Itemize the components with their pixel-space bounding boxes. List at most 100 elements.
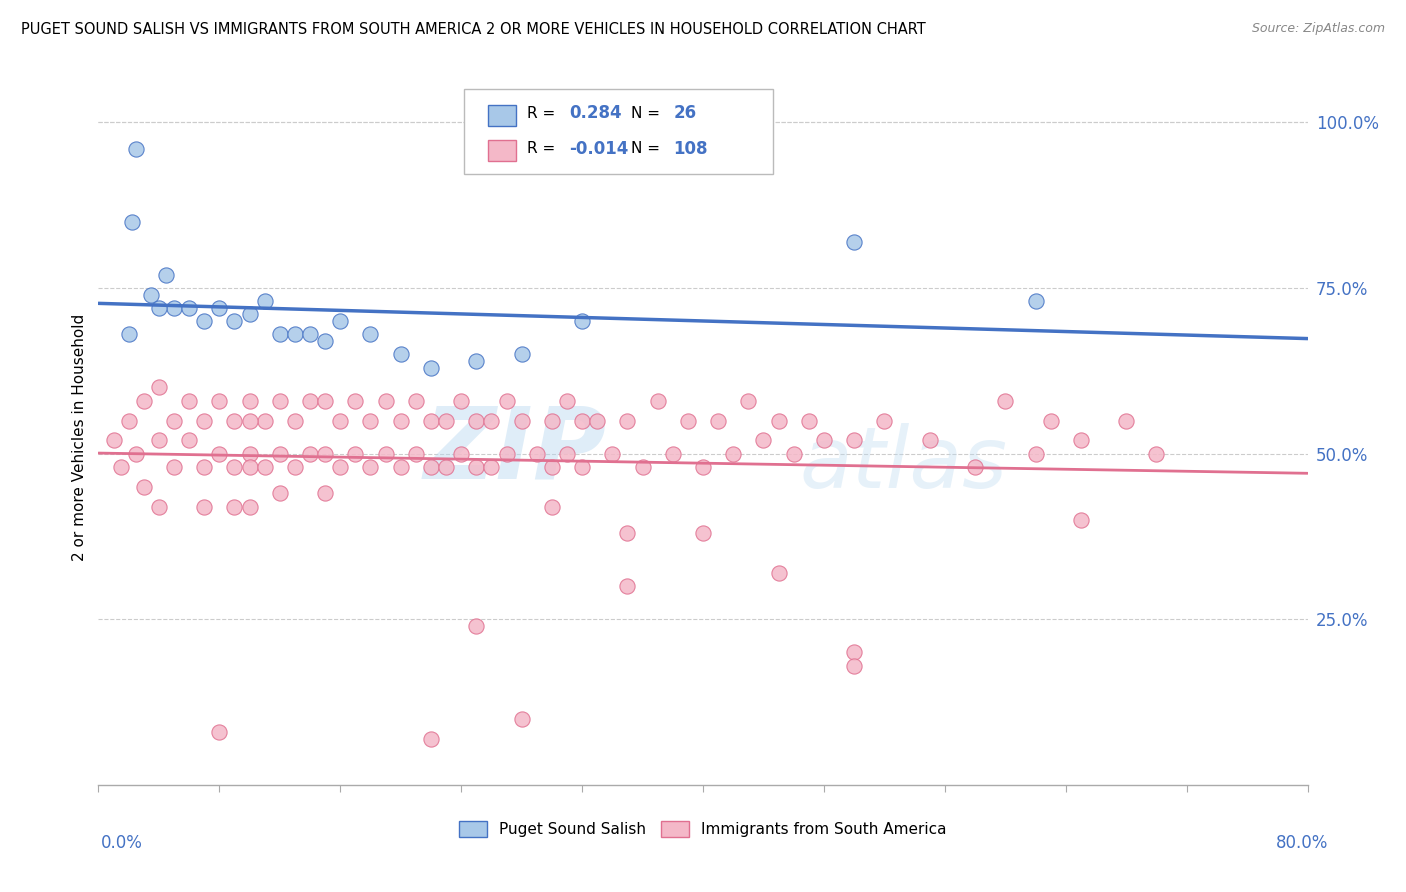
Point xyxy=(602,447,624,461)
Point xyxy=(555,447,578,461)
Point xyxy=(163,413,186,427)
Point xyxy=(1070,434,1092,448)
Point xyxy=(224,459,246,474)
Point xyxy=(797,413,820,427)
Point xyxy=(360,413,382,427)
Point xyxy=(239,393,262,408)
Point xyxy=(208,393,231,408)
Point xyxy=(269,486,291,500)
Point xyxy=(125,142,148,156)
Point xyxy=(148,500,170,514)
Point xyxy=(481,413,503,427)
Text: 0.0%: 0.0% xyxy=(101,834,143,852)
Point xyxy=(586,413,609,427)
Point xyxy=(132,480,155,494)
Point xyxy=(253,413,276,427)
Point xyxy=(510,347,533,361)
Point xyxy=(723,447,745,461)
Point xyxy=(768,566,790,580)
Point xyxy=(389,347,412,361)
Point xyxy=(179,301,201,315)
Point xyxy=(239,447,262,461)
Point xyxy=(118,327,141,342)
Point xyxy=(495,393,517,408)
Point xyxy=(676,413,699,427)
Point xyxy=(994,393,1017,408)
Point xyxy=(405,393,427,408)
Point xyxy=(299,447,322,461)
Point xyxy=(193,500,215,514)
Point xyxy=(692,526,714,541)
Point xyxy=(1144,447,1167,461)
Point xyxy=(360,459,382,474)
Point xyxy=(616,413,638,427)
Point xyxy=(434,459,457,474)
Point xyxy=(253,459,276,474)
Point xyxy=(179,393,201,408)
Point xyxy=(420,731,443,746)
Point xyxy=(179,434,201,448)
Text: N =: N = xyxy=(631,106,661,120)
Point xyxy=(148,380,170,394)
Point xyxy=(540,459,562,474)
Point xyxy=(768,413,790,427)
Point xyxy=(631,459,654,474)
Point xyxy=(616,526,638,541)
Text: N =: N = xyxy=(631,142,661,156)
Text: atlas: atlas xyxy=(800,424,1008,507)
Point xyxy=(1115,413,1137,427)
Point xyxy=(405,447,427,461)
Point xyxy=(571,459,593,474)
Point xyxy=(284,413,307,427)
Point xyxy=(737,393,759,408)
Point xyxy=(110,459,132,474)
Point xyxy=(707,413,730,427)
Point xyxy=(329,413,352,427)
Point xyxy=(389,459,412,474)
Point xyxy=(239,413,262,427)
Point xyxy=(121,215,143,229)
Point xyxy=(661,447,683,461)
Point xyxy=(224,500,246,514)
Point xyxy=(450,447,472,461)
Point xyxy=(239,459,262,474)
Point xyxy=(465,459,488,474)
Point xyxy=(844,434,866,448)
Point xyxy=(314,393,336,408)
Point xyxy=(571,314,593,328)
Point xyxy=(434,413,457,427)
Point xyxy=(420,459,443,474)
Point xyxy=(208,725,231,739)
Point xyxy=(132,393,155,408)
Text: R =: R = xyxy=(527,106,555,120)
Point xyxy=(752,434,775,448)
Point xyxy=(495,447,517,461)
Point xyxy=(224,413,246,427)
Point xyxy=(526,447,548,461)
Point xyxy=(571,413,593,427)
Point xyxy=(465,354,488,368)
Point xyxy=(208,301,231,315)
Point xyxy=(481,459,503,474)
Point xyxy=(1024,447,1046,461)
Point xyxy=(118,413,141,427)
Point xyxy=(239,308,262,322)
Point xyxy=(510,413,533,427)
Point xyxy=(813,434,835,448)
Point xyxy=(148,301,170,315)
Text: 0.284: 0.284 xyxy=(569,104,621,122)
Text: R =: R = xyxy=(527,142,555,156)
Point xyxy=(844,235,866,249)
Point xyxy=(344,393,367,408)
Text: Source: ZipAtlas.com: Source: ZipAtlas.com xyxy=(1251,22,1385,36)
Point xyxy=(269,327,291,342)
Point xyxy=(193,314,215,328)
Y-axis label: 2 or more Vehicles in Household: 2 or more Vehicles in Household xyxy=(72,313,87,561)
Point xyxy=(616,579,638,593)
Point xyxy=(389,413,412,427)
Point xyxy=(314,447,336,461)
Text: 26: 26 xyxy=(673,104,696,122)
Point xyxy=(374,447,396,461)
Point xyxy=(299,393,322,408)
Point xyxy=(647,393,669,408)
